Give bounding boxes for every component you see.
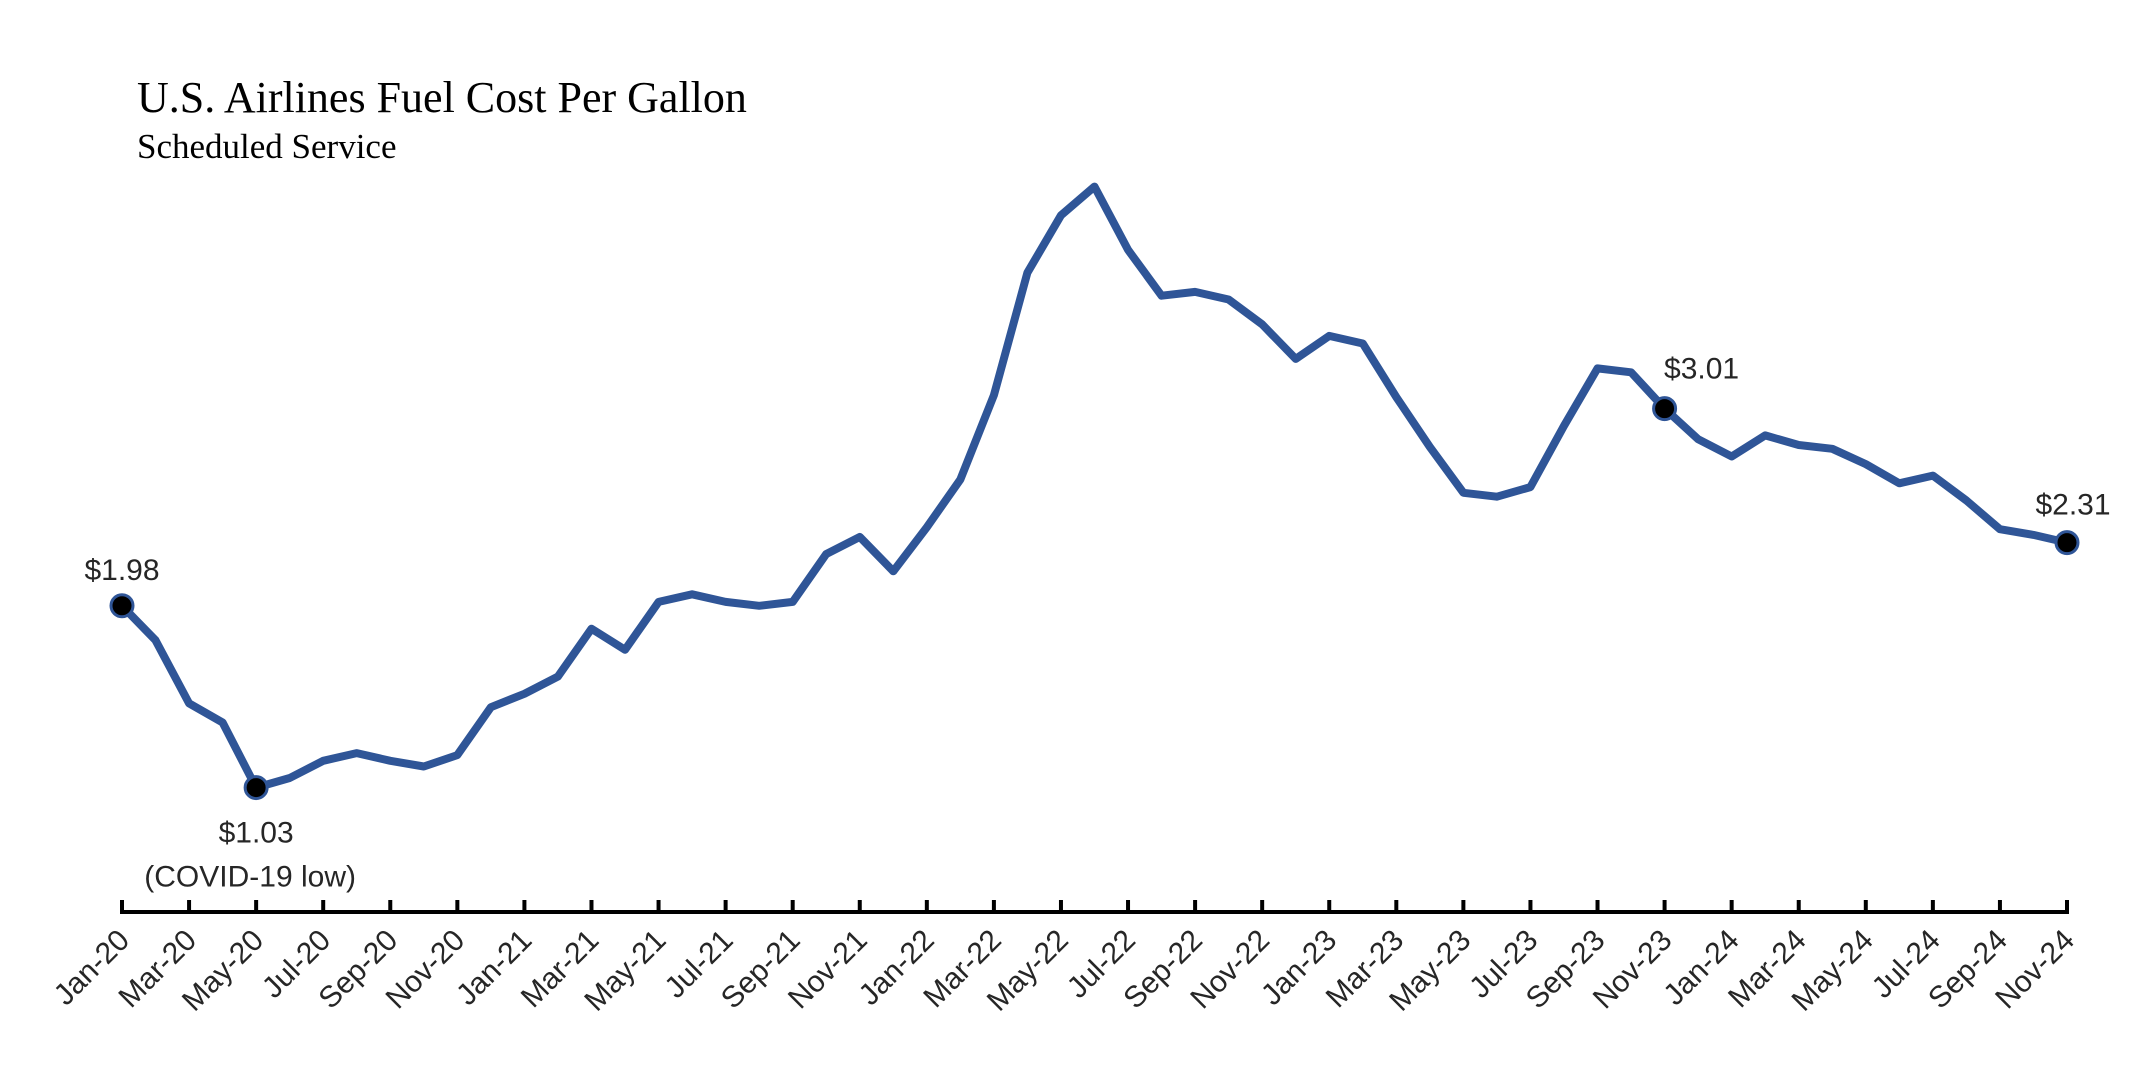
data-marker bbox=[109, 593, 135, 619]
annotations-layer: $1.98 $1.03 (COVID-19 low) $3.01 $2.31 bbox=[84, 353, 2110, 894]
series-layer bbox=[118, 182, 2071, 792]
data-label: $3.01 bbox=[1664, 353, 1739, 386]
data-marker bbox=[1652, 396, 1678, 422]
x-axis: Jan-20Mar-20May-20Jul-20Sep-20Nov-20Jan-… bbox=[48, 900, 2081, 1018]
data-marker bbox=[243, 775, 269, 801]
data-label-note: (COVID-19 low) bbox=[144, 861, 356, 894]
data-label: $1.03 bbox=[219, 817, 294, 850]
data-label: $2.31 bbox=[2035, 489, 2110, 522]
chart-subtitle: Scheduled Service bbox=[137, 127, 397, 166]
data-label: $1.98 bbox=[84, 554, 159, 587]
data-marker bbox=[2054, 530, 2080, 556]
chart-title: U.S. Airlines Fuel Cost Per Gallon bbox=[137, 73, 747, 122]
series-line bbox=[118, 182, 2071, 792]
